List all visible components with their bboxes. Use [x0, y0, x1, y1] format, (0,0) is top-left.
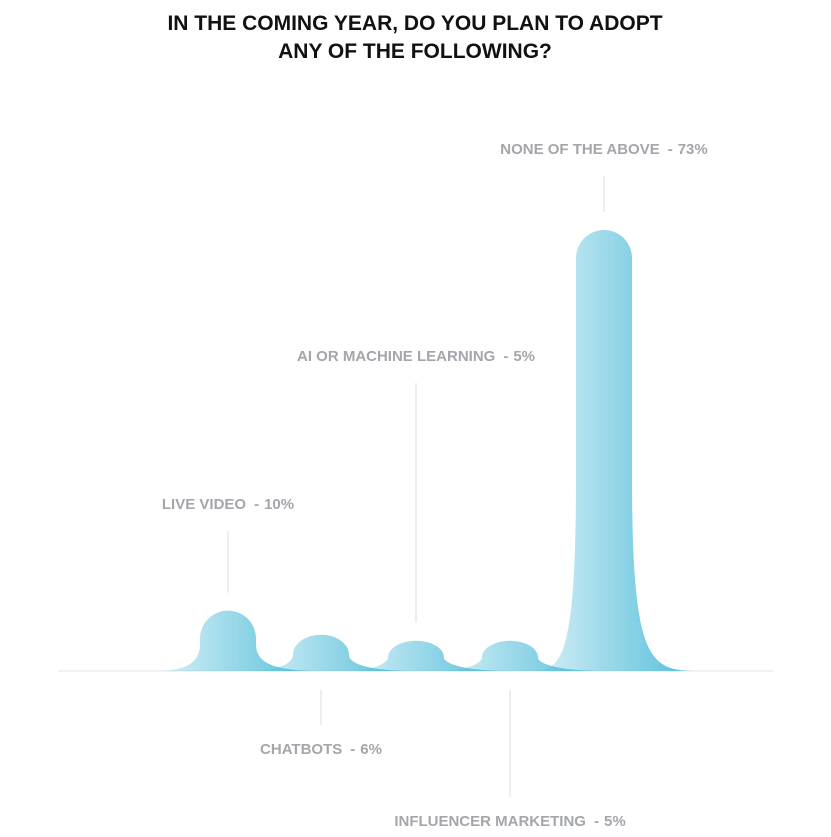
separator: -	[350, 741, 355, 758]
data-label: CHATBOTS -6%	[260, 741, 382, 758]
category-label: CHATBOTS	[260, 741, 342, 758]
value-label: 5%	[604, 813, 626, 830]
category-label: AI OR MACHINE LEARNING	[297, 348, 495, 365]
chart-title: IN THE COMING YEAR, DO YOU PLAN TO ADOPT…	[167, 12, 663, 63]
category-label: NONE OF THE ABOVE	[500, 141, 659, 158]
separator: -	[503, 348, 508, 365]
separator: -	[668, 141, 673, 158]
peak	[435, 640, 605, 671]
separator: -	[254, 496, 259, 513]
separator: -	[594, 813, 599, 830]
data-label: NONE OF THE ABOVE -73%	[500, 141, 708, 158]
value-label: 10%	[264, 496, 294, 513]
peak	[529, 230, 699, 671]
data-label: INFLUENCER MARKETING -5%	[394, 813, 625, 830]
category-label: INFLUENCER MARKETING	[394, 813, 586, 830]
value-label: 73%	[678, 141, 708, 158]
category-label: LIVE VIDEO	[162, 496, 247, 513]
data-label: LIVE VIDEO -10%	[162, 496, 294, 513]
data-label: AI OR MACHINE LEARNING -5%	[297, 348, 535, 365]
peak	[246, 634, 416, 671]
peak	[153, 610, 323, 671]
peak	[341, 640, 511, 671]
value-label: 5%	[513, 348, 535, 365]
value-label: 6%	[360, 741, 382, 758]
